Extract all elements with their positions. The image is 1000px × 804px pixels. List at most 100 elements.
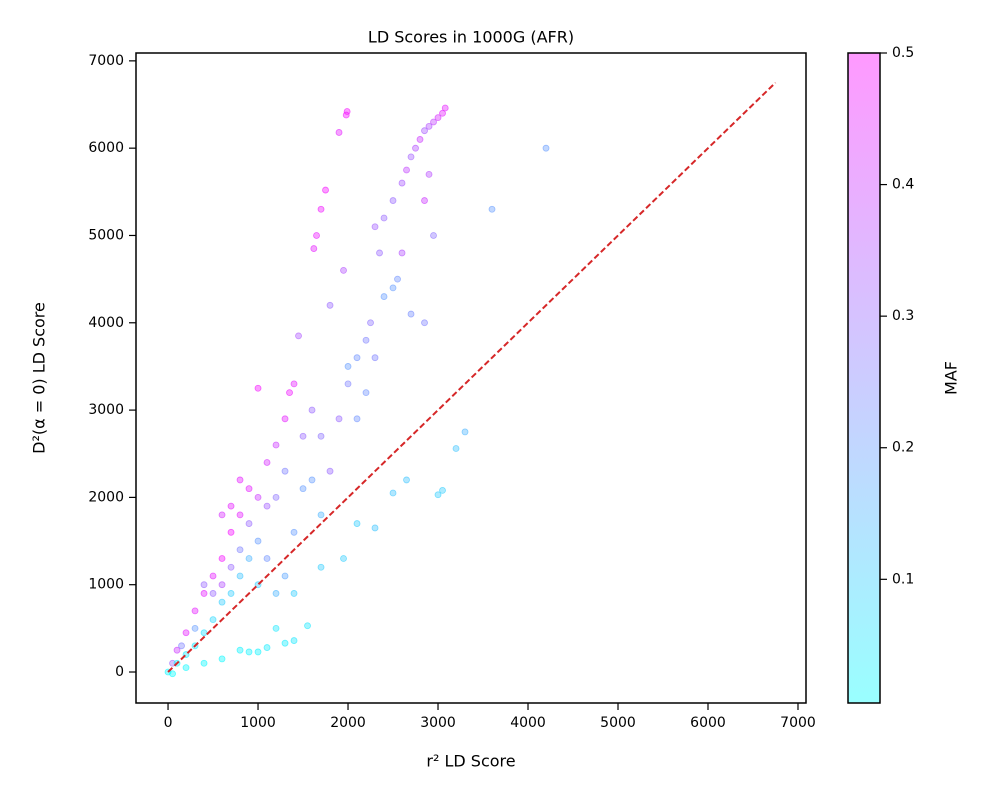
x-tick-label: 3000 [420, 715, 456, 731]
point [245, 485, 253, 493]
point [439, 109, 446, 117]
y-tick-label: 3000 [88, 402, 124, 418]
point [371, 354, 379, 362]
point [227, 563, 235, 571]
point [236, 646, 244, 654]
point [441, 104, 449, 112]
point [398, 249, 406, 257]
point [200, 659, 208, 667]
point [389, 284, 397, 292]
point [209, 590, 217, 597]
point [335, 415, 343, 423]
point [218, 655, 226, 663]
point [313, 232, 320, 239]
colorbar-tick-label: 0.1 [892, 571, 914, 587]
point [362, 389, 370, 397]
x-tick-label: 2000 [330, 715, 366, 731]
point [310, 245, 318, 252]
point [281, 467, 289, 475]
point [169, 670, 176, 678]
point [542, 144, 550, 152]
point [344, 380, 352, 388]
reference-line [167, 81, 777, 673]
point [326, 301, 334, 309]
point [272, 441, 280, 449]
point [322, 186, 329, 194]
point [218, 598, 226, 606]
point [425, 122, 433, 130]
point [412, 144, 419, 152]
point [371, 524, 379, 532]
point [461, 428, 469, 436]
point [272, 590, 280, 597]
point [182, 629, 190, 637]
point [254, 648, 262, 656]
point [236, 572, 244, 580]
point [430, 118, 437, 126]
point [245, 520, 253, 527]
y-tick-label: 6000 [88, 140, 124, 156]
point [367, 319, 374, 327]
point [272, 624, 280, 632]
y-tick-label: 5000 [88, 227, 124, 243]
point [299, 432, 307, 440]
point [281, 639, 289, 647]
point [439, 487, 446, 494]
point [200, 629, 208, 637]
point [342, 111, 350, 119]
point [254, 384, 262, 392]
point [295, 332, 302, 340]
point [371, 223, 379, 231]
point [353, 520, 361, 527]
point [452, 445, 460, 452]
point [340, 555, 347, 562]
point [191, 607, 199, 615]
point [407, 310, 415, 318]
point [344, 363, 352, 370]
point [236, 546, 244, 554]
point [299, 485, 307, 493]
point [182, 664, 190, 672]
point [286, 389, 293, 397]
point [430, 232, 437, 239]
point [304, 622, 311, 630]
colorbar-tick-label: 0.4 [892, 177, 914, 193]
x-tick-label: 0 [164, 715, 173, 731]
y-tick-label: 4000 [88, 315, 124, 331]
point [218, 555, 226, 562]
point [335, 129, 343, 136]
point [191, 624, 199, 632]
x-tick-label: 7000 [780, 715, 816, 731]
point [326, 467, 334, 475]
plot-frame [135, 52, 807, 704]
point [236, 511, 244, 519]
colorbar-label: MAF [942, 361, 961, 395]
point [317, 205, 325, 213]
point [416, 136, 424, 143]
point [340, 266, 347, 274]
x-tick-label: 6000 [690, 715, 726, 731]
point [380, 214, 388, 222]
point [178, 642, 185, 650]
y-axis-label: D²(α = 0) LD Score [30, 302, 49, 454]
point [254, 493, 262, 501]
x-tick-label: 4000 [510, 715, 546, 731]
point [218, 581, 226, 589]
point [227, 528, 235, 536]
y-tick-label: 7000 [88, 53, 124, 69]
point [353, 354, 361, 362]
point [398, 179, 406, 187]
point [227, 590, 235, 597]
point [200, 590, 208, 597]
point [290, 380, 298, 388]
point [263, 555, 271, 562]
point [394, 275, 401, 283]
point [209, 572, 217, 580]
point [263, 644, 271, 651]
point [421, 319, 428, 327]
point [362, 336, 370, 344]
point [403, 476, 410, 484]
colorbar-tick-label: 0.3 [892, 308, 914, 324]
point [263, 502, 271, 510]
